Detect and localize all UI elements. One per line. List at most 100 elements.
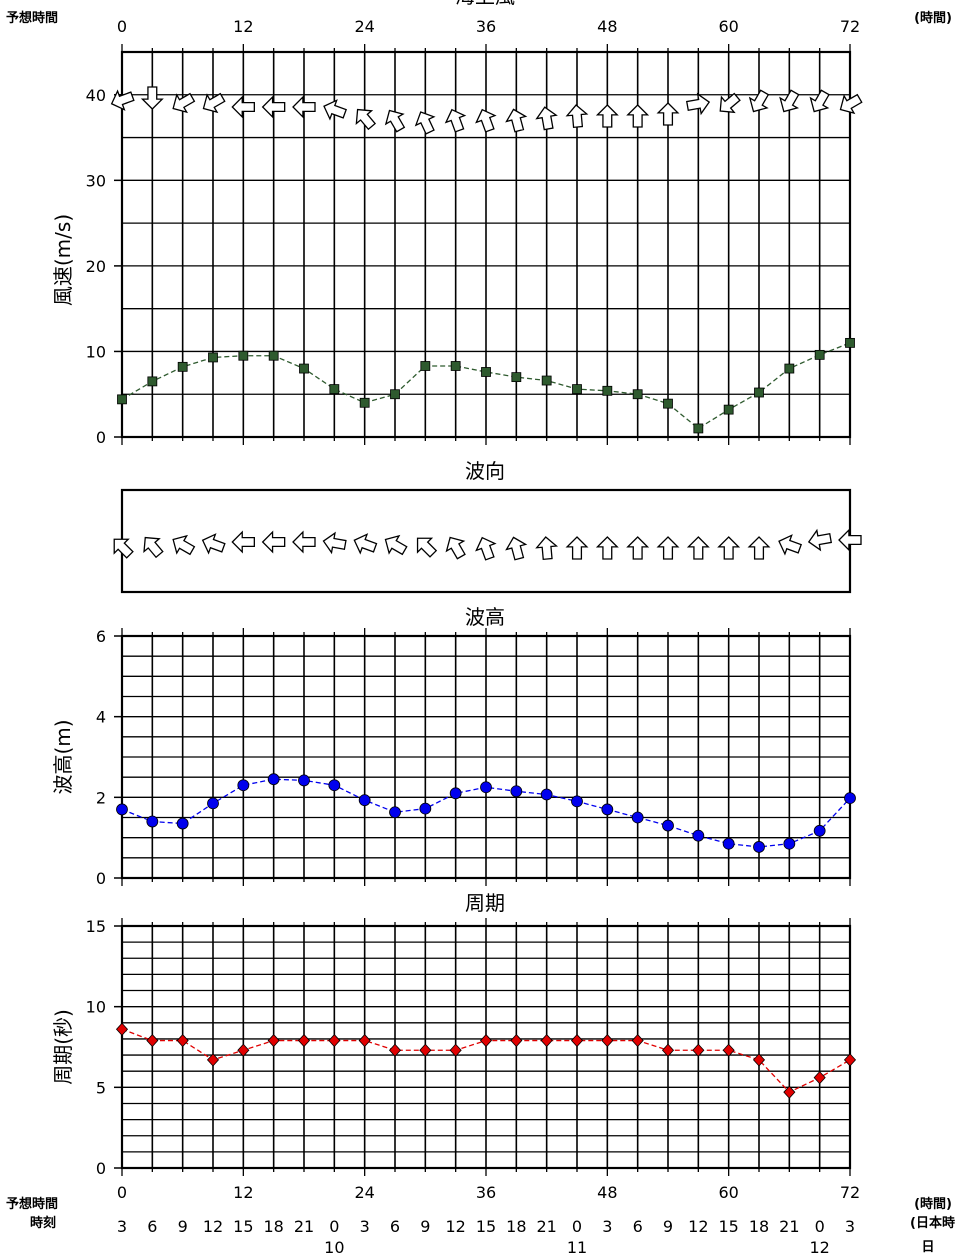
top-forecast-hours-label: 予想時間 [6, 10, 58, 26]
wave-direction-arrow [565, 536, 589, 560]
wave-direction-arrow [322, 531, 347, 555]
wind-direction-arrow [719, 92, 741, 114]
bottom-forecast-hours-label: 予想時間 [6, 1196, 58, 1212]
bottom-xtick-label: 48 [597, 1183, 617, 1202]
day-number-label: 11 [567, 1238, 587, 1257]
wave-period-ylabel: 周期(秒) [51, 1009, 75, 1085]
wave-direction-arrow [231, 530, 255, 554]
wind-speed-point [723, 404, 734, 415]
clock-hour-label: 12 [203, 1217, 223, 1236]
wave-height-point [328, 779, 341, 792]
clock-hour-label: 3 [602, 1217, 612, 1236]
wind-speed-point [663, 398, 673, 409]
top-xtick-label: 48 [597, 17, 617, 36]
wave-height-ytick-label: 0 [96, 869, 106, 888]
clock-hour-label: 15 [718, 1217, 738, 1236]
wave-direction-arrow [838, 528, 862, 552]
wind-speed-point [450, 361, 461, 371]
top-xtick-label: 36 [476, 17, 496, 36]
wave-direction-arrow [475, 536, 497, 561]
wave-direction-arrow [445, 536, 466, 560]
clock-hour-label: 6 [390, 1217, 400, 1236]
wind-direction-arrow [748, 89, 770, 113]
wave-period-point [267, 1033, 280, 1048]
top-xtick-label: 72 [840, 17, 860, 36]
clock-hour-label: 18 [749, 1217, 769, 1236]
wave-period-point [692, 1043, 705, 1057]
wave-period-title: 周期 [465, 891, 505, 915]
wind-direction-arrow [656, 102, 680, 126]
wind-direction-arrow [444, 108, 467, 133]
top-xtick-label: 0 [117, 17, 127, 36]
wind-speed-point [602, 385, 613, 396]
clock-hour-label: 9 [663, 1217, 673, 1236]
wind-speed-point [693, 423, 704, 434]
wave-height-point [540, 788, 553, 801]
wave-direction-arrow [626, 536, 650, 560]
wave-period-ytick-label: 10 [86, 998, 106, 1017]
bottom-time-label: 時刻 [30, 1215, 56, 1231]
clock-hour-label: 12 [445, 1217, 465, 1236]
clock-hour-label: 15 [476, 1217, 496, 1236]
wind-direction-arrow [475, 108, 497, 133]
wave-period-point [328, 1033, 341, 1048]
wave-direction-arrow [535, 536, 559, 561]
wave-period-point [388, 1043, 402, 1057]
wave-height-point [662, 819, 674, 832]
wave-height-point [753, 841, 765, 853]
wave-height-ytick-label: 6 [96, 627, 106, 646]
wave-period-point [206, 1053, 220, 1067]
top-xtick-label: 24 [354, 17, 374, 36]
wind-speed-point [845, 337, 855, 348]
top-hours-unit-label: (時間) [914, 10, 952, 26]
bottom-xtick-label: 12 [233, 1183, 253, 1202]
wind-direction-arrow [355, 108, 377, 131]
wave-height-title: 波高 [465, 605, 505, 629]
wave-height-point [116, 803, 128, 816]
top-xtick-label: 60 [718, 17, 738, 36]
wave-direction-title: 波向 [465, 459, 505, 483]
wave-period-point [631, 1033, 644, 1048]
wave-period-point [237, 1043, 250, 1057]
wave-direction-arrow [747, 536, 771, 560]
wave-direction-arrow [353, 533, 378, 555]
wind-speed-point [814, 349, 825, 360]
wave-period-point [297, 1033, 311, 1048]
wave-height-point [692, 829, 705, 842]
wind-speed-point [238, 350, 249, 361]
wave-height-point [480, 781, 492, 794]
bottom-xtick-label: 24 [354, 1183, 374, 1202]
wave-direction-arrow [172, 534, 196, 556]
wind-ytick-label: 40 [86, 86, 106, 105]
wave-period-point [601, 1033, 614, 1048]
day-number-label: 12 [809, 1238, 829, 1257]
wave-direction-arrow [717, 536, 741, 560]
wave-height-point [783, 837, 796, 850]
wave-period-point [661, 1043, 675, 1057]
clock-hour-label: 9 [420, 1217, 430, 1236]
wave-period-point [813, 1071, 826, 1085]
wave-period-point [449, 1043, 462, 1057]
wave-height-point [631, 811, 644, 824]
clock-hour-label: 3 [360, 1217, 370, 1236]
wave-period-point [843, 1053, 857, 1067]
wind-direction-arrow [535, 106, 558, 131]
wave-height-ylabel: 波高(m) [51, 719, 75, 794]
clock-hour-label: 9 [178, 1217, 188, 1236]
wind-speed-point [299, 363, 309, 374]
wind-speed-point [329, 384, 340, 394]
wind-speed-point [117, 394, 127, 405]
bottom-xtick-label: 60 [718, 1183, 738, 1202]
wave-height-point [237, 779, 250, 792]
wave-height-point [813, 824, 826, 837]
wave-period-ytick-label: 5 [96, 1078, 106, 1097]
wind-speed-point [208, 352, 218, 363]
wind-direction-arrow [384, 109, 406, 133]
wind-speed-point [481, 367, 491, 377]
wave-direction-arrow [686, 536, 710, 560]
wave-height-point [449, 787, 462, 800]
wave-period-point [540, 1033, 553, 1048]
clock-hour-label: 18 [506, 1217, 526, 1236]
wind-direction-arrow [231, 95, 255, 119]
